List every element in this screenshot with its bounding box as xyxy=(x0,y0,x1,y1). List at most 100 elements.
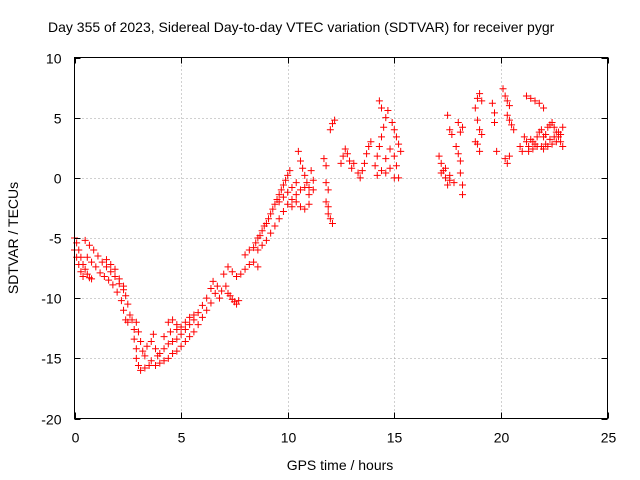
data-point xyxy=(173,325,181,333)
data-point xyxy=(493,147,501,155)
data-point xyxy=(83,270,91,278)
data-point xyxy=(198,301,206,309)
data-point xyxy=(326,126,334,134)
data-point xyxy=(476,90,484,98)
data-point xyxy=(441,164,449,172)
data-point xyxy=(444,181,452,189)
data-point xyxy=(328,120,336,128)
data-point xyxy=(209,277,217,285)
data-point xyxy=(459,123,467,131)
data-point xyxy=(83,253,91,261)
data-point xyxy=(446,126,454,134)
data-point xyxy=(164,354,172,362)
data-point xyxy=(322,198,330,206)
data-point xyxy=(444,111,452,119)
data-point xyxy=(139,347,147,355)
data-point xyxy=(284,188,292,196)
data-point xyxy=(488,99,496,107)
data-point xyxy=(392,133,400,141)
data-point xyxy=(328,220,336,228)
x-tick-label: 25 xyxy=(601,430,617,446)
data-point xyxy=(235,297,243,305)
data-point xyxy=(120,306,128,314)
data-point xyxy=(102,256,110,264)
data-point xyxy=(149,330,157,338)
x-axis-label: GPS time / hours xyxy=(287,457,394,473)
data-point xyxy=(380,123,388,131)
data-point xyxy=(491,118,499,126)
data-point xyxy=(322,162,330,170)
data-point xyxy=(275,215,283,223)
data-point xyxy=(527,94,535,102)
data-point xyxy=(186,321,194,329)
data-point xyxy=(456,128,464,136)
data-point xyxy=(382,114,390,122)
data-point xyxy=(152,362,160,370)
data-point xyxy=(540,145,548,153)
data-point xyxy=(326,215,334,223)
data-point xyxy=(77,268,85,276)
data-point xyxy=(301,171,309,179)
y-tick-label: 10 xyxy=(46,51,62,67)
data-points xyxy=(71,85,567,374)
data-point xyxy=(309,176,317,184)
data-point xyxy=(501,155,509,163)
data-point xyxy=(186,333,194,341)
data-point xyxy=(395,140,403,148)
data-point xyxy=(203,306,211,314)
data-point xyxy=(392,162,400,170)
data-point xyxy=(516,143,524,151)
data-point xyxy=(296,203,304,211)
data-point xyxy=(113,288,121,296)
data-point xyxy=(360,159,368,167)
data-point xyxy=(522,138,530,146)
data-point xyxy=(305,183,313,191)
data-point xyxy=(271,222,279,230)
data-point xyxy=(222,282,230,290)
data-point xyxy=(160,345,168,353)
data-point xyxy=(194,321,202,329)
data-point xyxy=(126,311,134,319)
y-tick-label: -20 xyxy=(41,412,61,428)
data-point xyxy=(275,198,283,206)
data-point xyxy=(190,311,198,319)
data-point xyxy=(548,140,556,148)
data-point xyxy=(503,159,511,167)
data-point xyxy=(320,155,328,163)
data-point xyxy=(160,357,168,365)
data-point xyxy=(211,289,219,297)
data-point xyxy=(473,140,481,148)
data-point xyxy=(256,232,264,240)
data-point xyxy=(92,263,100,271)
data-point xyxy=(535,99,543,107)
data-point xyxy=(228,268,236,276)
data-point xyxy=(254,263,262,271)
data-point xyxy=(169,337,177,345)
data-point xyxy=(173,335,181,343)
data-point xyxy=(542,131,550,139)
data-point xyxy=(137,366,145,374)
data-point xyxy=(324,186,332,194)
data-point xyxy=(120,282,128,290)
data-point xyxy=(284,200,292,208)
data-point xyxy=(267,229,275,237)
data-point xyxy=(348,164,356,172)
data-point xyxy=(309,186,317,194)
data-point xyxy=(288,203,296,211)
data-point xyxy=(473,116,481,124)
data-point xyxy=(395,174,403,182)
data-point xyxy=(471,104,479,112)
data-point xyxy=(343,150,351,158)
data-point xyxy=(194,309,202,317)
data-point xyxy=(124,318,132,326)
x-tick-labels: 0 5 10 15 20 25 xyxy=(72,430,617,446)
data-point xyxy=(324,210,332,218)
x-tick-label: 20 xyxy=(494,430,510,446)
data-point xyxy=(152,345,160,353)
data-point xyxy=(107,260,115,268)
data-point xyxy=(540,104,548,112)
data-point xyxy=(525,147,533,155)
data-point xyxy=(378,104,386,112)
data-point xyxy=(390,152,398,160)
data-point xyxy=(557,131,565,139)
